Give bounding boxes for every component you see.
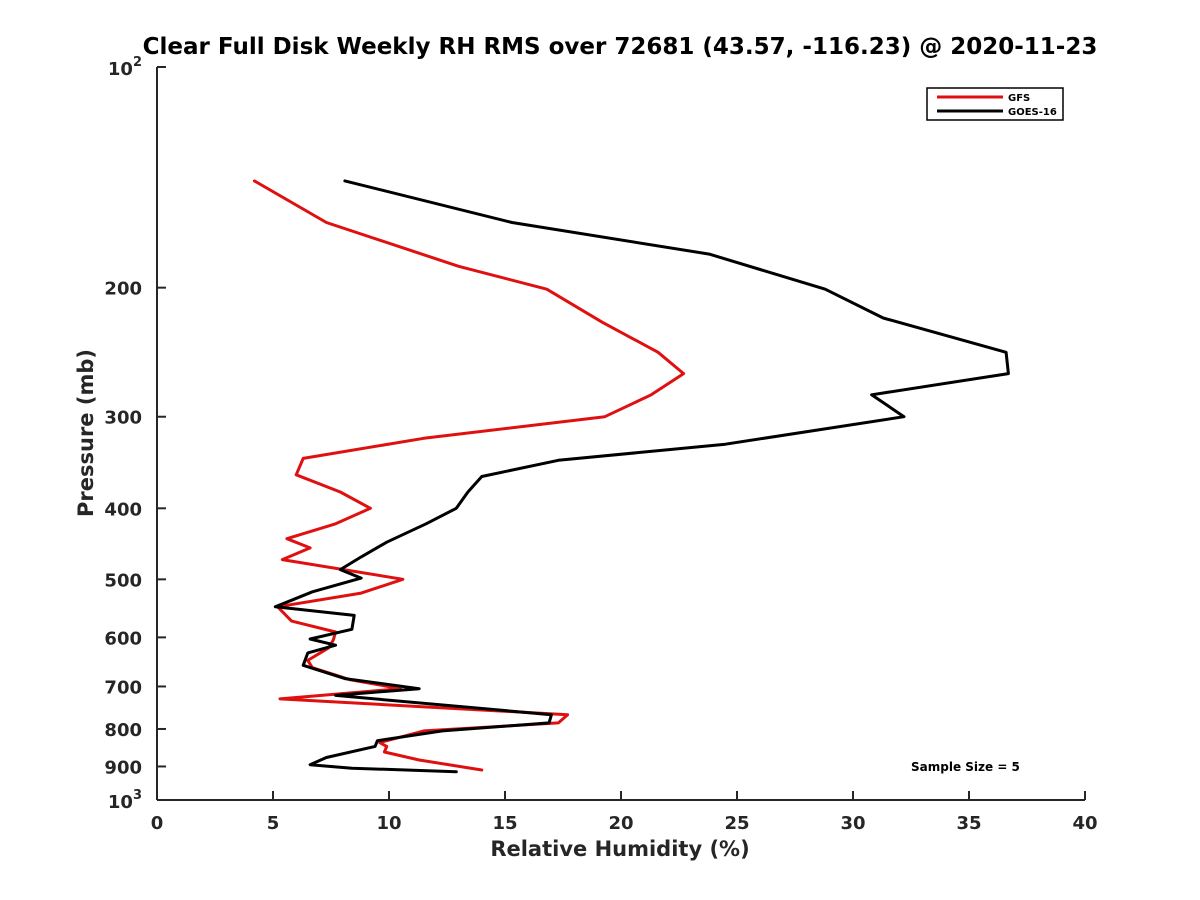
x-tick-label: 5 [267, 813, 280, 834]
y-tick-label: 900 [104, 757, 142, 778]
y-tick-label: 300 [104, 408, 142, 429]
legend-box [926, 87, 1064, 121]
x-tick-label: 40 [1072, 813, 1097, 834]
x-tick-label: 20 [608, 813, 633, 834]
series-layer [252, 179, 1010, 774]
y-tick-label: 700 [104, 677, 142, 698]
x-tick-label: 25 [724, 813, 749, 834]
y-axis-label: Pressure (mb) [74, 349, 98, 517]
x-tick-label: 15 [492, 813, 517, 834]
chart-title: Clear Full Disk Weekly RH RMS over 72681… [143, 34, 1098, 60]
x-tick-label: 35 [956, 813, 981, 834]
axes: 0 5 10 15 20 25 30 35 40 102 200 300 400 500 600 700 800… [104, 55, 1097, 834]
y-tick-label: 102 [108, 55, 142, 80]
y-tick-label: 200 [104, 279, 142, 300]
x-tick-label: 10 [376, 813, 401, 834]
y-tick-label: 500 [104, 570, 142, 591]
y-tick-label: 800 [104, 720, 142, 741]
x-tick-label: 30 [840, 813, 865, 834]
y-tick-label: 600 [104, 628, 142, 649]
legend: GFS GOES-16 [926, 87, 1064, 121]
y-tick-label: 103 [108, 788, 142, 813]
y-tick-label: 400 [104, 499, 142, 520]
legend-label-goes16: GOES-16 [1008, 107, 1057, 118]
x-axis-label: Relative Humidity (%) [490, 837, 749, 861]
legend-label-gfs: GFS [1008, 93, 1030, 104]
x-tick-label: 0 [151, 813, 164, 834]
series-line-gfs [252, 179, 686, 772]
series-line-goes16 [273, 179, 1010, 774]
sample-size-annotation: Sample Size = 5 [911, 760, 1020, 774]
